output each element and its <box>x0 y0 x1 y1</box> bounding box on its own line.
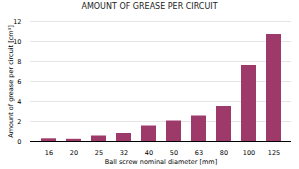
svg-text:16: 16 <box>45 149 53 157</box>
svg-text:50: 50 <box>170 149 178 157</box>
svg-text:32: 32 <box>120 149 128 157</box>
svg-text:40: 40 <box>145 149 153 157</box>
svg-text:125: 125 <box>268 149 280 157</box>
svg-text:100: 100 <box>243 149 255 157</box>
svg-text:20: 20 <box>70 149 78 157</box>
svg-text:8: 8 <box>17 58 21 66</box>
svg-text:6: 6 <box>17 78 21 86</box>
svg-text:10: 10 <box>13 37 22 46</box>
svg-text:4: 4 <box>17 98 21 106</box>
svg-text:80: 80 <box>220 149 228 157</box>
svg-text:Ball screw nominal diameter [m: Ball screw nominal diameter [mm] <box>105 158 217 166</box>
html-text:AMOUNT OF GREASE PER CIRCUIT: AMOUNT OF GREASE PER CIRCUIT <box>81 2 218 11</box>
svg-text:25: 25 <box>95 149 103 157</box>
svg-text:0: 0 <box>17 138 21 146</box>
svg-text:2: 2 <box>17 118 21 126</box>
svg-text:12: 12 <box>13 18 21 26</box>
svg-text:63: 63 <box>195 149 203 157</box>
svg-text:Amount of grease per circuit [: Amount of grease per circuit [cm³] <box>7 25 15 138</box>
